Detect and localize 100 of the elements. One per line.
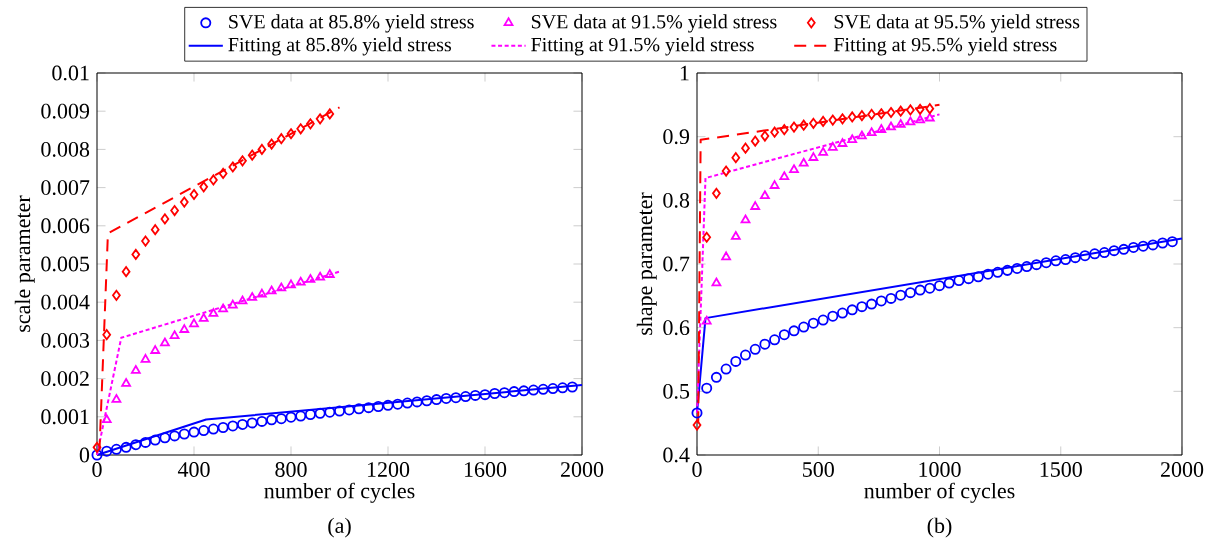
point (749, 343, 761, 355)
point (189, 318, 199, 328)
point (963, 273, 975, 285)
point (120, 441, 132, 453)
point (914, 284, 926, 296)
y-tick-label: 0.008 (41, 141, 90, 157)
point (411, 396, 423, 408)
point (121, 378, 131, 387)
x-tick-label: 1600 (464, 462, 507, 477)
point (925, 103, 935, 115)
point (267, 138, 276, 150)
point (992, 266, 1004, 278)
point (1137, 240, 1149, 252)
point (479, 389, 491, 401)
point (1098, 247, 1110, 259)
point (778, 329, 790, 341)
point (295, 276, 306, 286)
point (856, 301, 868, 313)
text: (b) (927, 517, 952, 538)
point (266, 285, 277, 295)
point (740, 349, 751, 361)
point (228, 161, 238, 173)
point (798, 157, 809, 167)
y-axis-title: shape parameter (636, 192, 657, 335)
y-tick-label: 0.005 (41, 256, 90, 272)
point (807, 317, 819, 329)
point (1069, 252, 1081, 264)
legend-label: Fitting at 85.8% yield stress (228, 37, 451, 56)
point (1021, 261, 1033, 273)
point (110, 443, 122, 455)
point (828, 114, 838, 126)
point (934, 280, 946, 292)
point (809, 117, 818, 129)
x-tick-label: 0 (692, 462, 702, 477)
point (131, 248, 141, 260)
y-tick-label: 0.003 (41, 332, 90, 348)
point (846, 304, 858, 316)
x-axis-title: number of cycles (864, 482, 1015, 503)
legend-label: SVE data at 91.5% yield stress (531, 14, 777, 33)
point (827, 142, 838, 151)
point (247, 292, 258, 301)
point (92, 441, 102, 453)
point (876, 124, 887, 133)
point (208, 308, 219, 317)
point (924, 112, 935, 122)
point (759, 338, 771, 350)
point (730, 231, 741, 240)
x-tick-label: 2000 (560, 462, 604, 477)
x-axis-title: number of cycles (264, 482, 415, 503)
y-tick-label: 0.9 (663, 129, 690, 145)
point (450, 392, 462, 404)
point (711, 277, 722, 287)
point (343, 404, 355, 416)
point (875, 295, 887, 307)
point (710, 371, 722, 383)
point (798, 321, 810, 333)
point (421, 395, 433, 407)
point (121, 266, 131, 278)
point (141, 235, 150, 247)
point (102, 329, 112, 341)
x-tick-label: 500 (803, 462, 834, 477)
legend-label: Fitting at 95.5% yield stress (833, 37, 1057, 56)
point (740, 214, 751, 224)
point (160, 213, 170, 225)
point (915, 103, 925, 115)
point (866, 298, 878, 310)
point (953, 275, 965, 287)
point (295, 410, 307, 422)
point (712, 187, 721, 199)
point (760, 190, 770, 200)
point (769, 334, 781, 346)
point (489, 388, 501, 399)
point (837, 138, 848, 147)
point (760, 130, 770, 142)
point (286, 279, 296, 289)
y-tick-label: 0.5 (663, 383, 690, 399)
point (770, 126, 779, 138)
point (827, 310, 839, 322)
y-tick-label: 0.01 (52, 65, 89, 81)
point (1147, 239, 1159, 251)
point (1108, 245, 1120, 257)
point (779, 171, 790, 180)
point (741, 142, 750, 154)
point (867, 108, 876, 120)
point (304, 409, 316, 421)
y-tick-label: 0.007 (41, 180, 90, 196)
point (169, 430, 181, 442)
x-tick-label: 1500 (1040, 462, 1082, 477)
point (721, 165, 731, 177)
point (1166, 236, 1178, 248)
point (314, 407, 326, 419)
x-tick-label: 2000 (1160, 462, 1204, 477)
y-tick-label: 0.8 (663, 192, 690, 208)
point (498, 387, 510, 399)
point (188, 426, 200, 438)
x-tick-label: 800 (275, 462, 307, 477)
point (178, 428, 190, 440)
point (566, 381, 578, 393)
point (334, 405, 346, 417)
point (895, 289, 907, 301)
